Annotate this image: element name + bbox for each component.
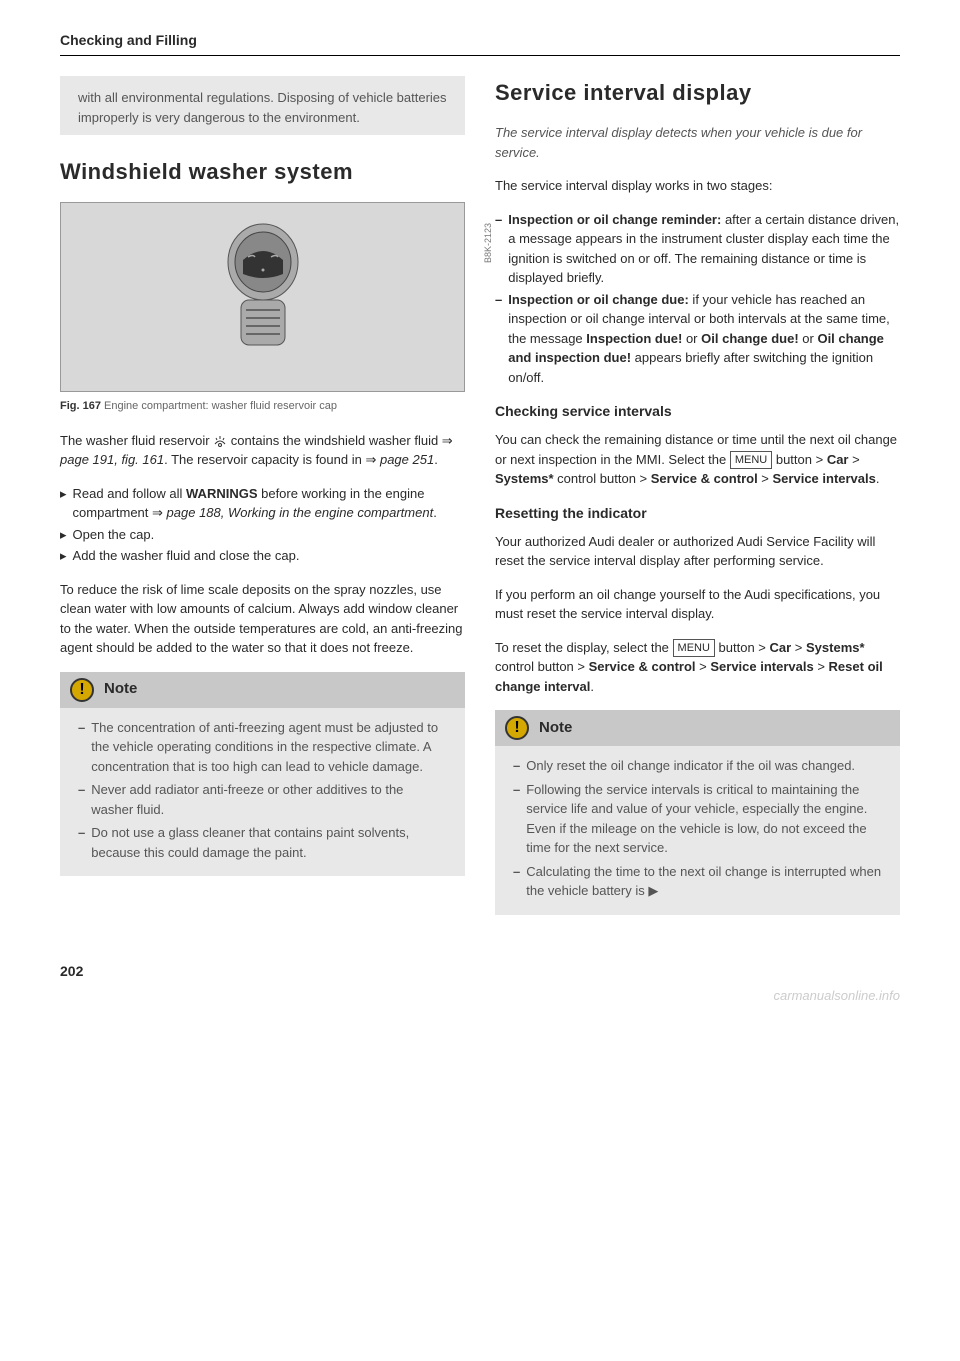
figure-caption: Fig. 167 Engine compartment: washer flui… <box>60 398 465 415</box>
washer-fluid-icon <box>213 435 227 447</box>
washer-steps: ▸Read and follow all WARNINGS before wor… <box>60 484 465 566</box>
note-box-left: ! Note –The concentration of anti-freezi… <box>60 672 465 877</box>
reservoir-cap-illustration <box>213 222 313 372</box>
figure-code: B8K-2123 <box>482 223 496 263</box>
page-header: Checking and Filling <box>60 30 900 56</box>
checking-paragraph: You can check the remaining distance or … <box>495 430 900 489</box>
watermark: carmanualsonline.info <box>60 986 900 1006</box>
service-stages: –Inspection or oil change reminder: afte… <box>495 210 900 388</box>
carryover-gray-box: with all environmental regulations. Disp… <box>60 76 465 135</box>
washer-heading: Windshield washer system <box>60 155 465 188</box>
menu-button-icon: MENU <box>730 451 772 470</box>
note-icon: ! <box>70 678 94 702</box>
service-p1: The service interval display works in tw… <box>495 176 900 196</box>
washer-paragraph-2: To reduce the risk of lime scale deposit… <box>60 580 465 658</box>
reset-p3: To reset the display, select the MENU bu… <box>495 638 900 697</box>
page-number: 202 <box>60 961 900 982</box>
service-heading: Service interval display <box>495 76 900 109</box>
note-title: Note <box>104 678 137 701</box>
note-icon: ! <box>505 716 529 740</box>
note-title: Note <box>539 717 572 740</box>
continue-arrow-icon: ▶ <box>648 881 660 901</box>
reset-p2: If you perform an oil change yourself to… <box>495 585 900 624</box>
checking-subhead: Checking service intervals <box>495 401 900 422</box>
resetting-subhead: Resetting the indicator <box>495 503 900 524</box>
left-column: with all environmental regulations. Disp… <box>60 76 465 931</box>
reset-p1: Your authorized Audi dealer or authorize… <box>495 532 900 571</box>
right-column: Service interval display The service int… <box>495 76 900 931</box>
menu-button-icon: MENU <box>673 639 715 658</box>
figure-167: B8K-2123 <box>60 202 465 392</box>
washer-paragraph-1: The washer fluid reservoir contains the … <box>60 431 465 470</box>
content-columns: with all environmental regulations. Disp… <box>60 76 900 931</box>
note-box-right: ! Note –Only reset the oil change indica… <box>495 710 900 915</box>
service-subtitle: The service interval display detects whe… <box>495 123 900 162</box>
